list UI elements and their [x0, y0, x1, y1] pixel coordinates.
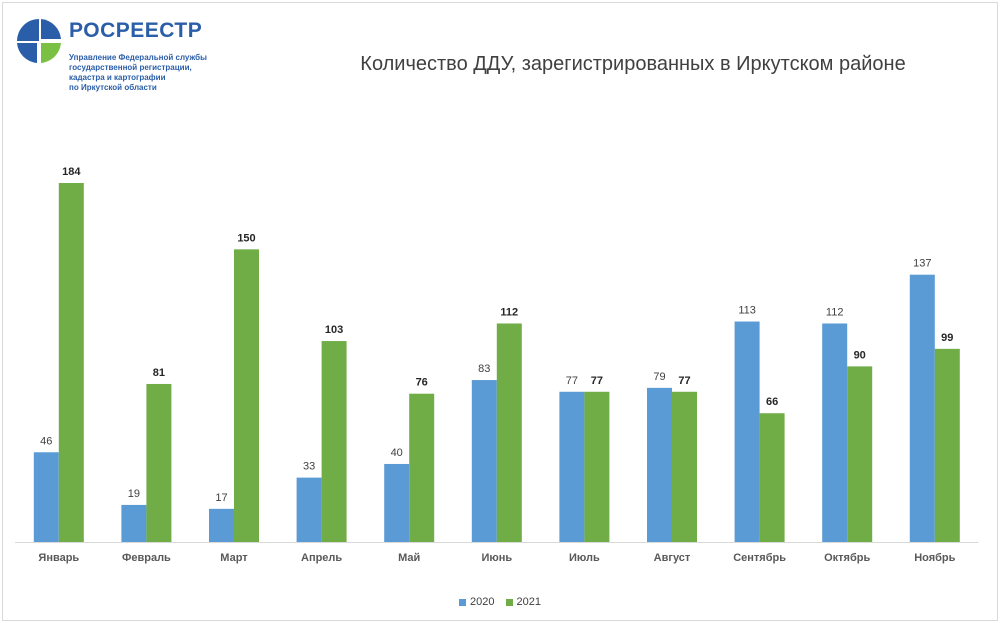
bar-2021	[847, 366, 873, 542]
data-label-2020: 79	[653, 371, 665, 383]
bar-2020	[471, 380, 497, 542]
chart-legend: 2020 2021	[0, 596, 1000, 608]
bar-2021	[584, 391, 610, 542]
org-subtitle-line: кадастра и картографии	[69, 73, 166, 82]
bar-2020	[296, 477, 322, 542]
org-subtitle-line: государственной регистрации,	[69, 63, 192, 72]
data-label-2020: 112	[826, 306, 844, 318]
org-subtitle: Управление Федеральной службы государств…	[69, 53, 219, 93]
bar-2020	[559, 391, 585, 542]
bar-2021	[496, 323, 522, 542]
data-label-2020: 113	[738, 305, 756, 317]
x-tick-label: Август	[654, 552, 691, 564]
data-label-2021: 90	[854, 349, 866, 361]
legend-swatch-2020	[458, 598, 466, 606]
bar-2020	[33, 452, 59, 542]
bar-2021	[234, 249, 259, 542]
org-subtitle-line: по Иркутской области	[69, 83, 157, 92]
bar-2021	[759, 413, 785, 542]
data-label-2020: 17	[215, 492, 227, 504]
bar-2020	[121, 504, 147, 542]
legend-label-2021: 2021	[516, 596, 542, 609]
x-tick-label: Январь	[38, 552, 79, 564]
bar-2020	[647, 387, 672, 542]
legend-item-2020: 2020	[458, 596, 495, 609]
data-label-2021: 112	[500, 306, 518, 318]
legend-item-2021: 2021	[505, 596, 542, 609]
x-tick-label: Июнь	[481, 552, 512, 564]
x-tick-label: Октябрь	[824, 552, 870, 564]
x-tick-label: Март	[220, 552, 248, 564]
chart-title: Количество ДДУ, зарегистрированных в Ирк…	[360, 53, 906, 75]
data-label-2021: 150	[237, 232, 255, 244]
x-tick-label: Февраль	[122, 552, 171, 564]
data-label-2020: 33	[303, 461, 315, 473]
bar-2021	[321, 341, 347, 542]
data-label-2021: 76	[416, 377, 428, 389]
x-tick-label: Июль	[569, 552, 600, 564]
data-label-2020: 46	[40, 435, 52, 447]
bar-2021	[146, 383, 172, 542]
x-tick-label: Май	[398, 552, 420, 564]
bar-2020	[384, 463, 410, 542]
bar-2021	[934, 348, 960, 542]
bar-2021	[409, 393, 435, 542]
data-label-2021: 66	[766, 396, 778, 408]
data-label-2020: 137	[913, 258, 931, 270]
rosreestr-logo-icon	[17, 19, 61, 63]
data-label-2021: 103	[325, 324, 343, 336]
data-label-2020: 77	[566, 375, 578, 387]
data-label-2020: 40	[391, 447, 403, 459]
data-label-2020: 19	[128, 488, 140, 500]
bar-2021	[672, 391, 697, 542]
bar-chart: 46 184 Январь 19 81 Февраль 17 150 Март 33 103 Апре…	[15, 166, 979, 564]
data-label-2021: 184	[62, 166, 81, 178]
data-label-2021: 77	[678, 375, 690, 387]
bar-2020	[734, 321, 760, 542]
data-label-2021: 81	[153, 367, 165, 379]
data-label-2020: 83	[478, 363, 490, 375]
legend-swatch-2021	[505, 598, 513, 606]
org-name: РОСРЕЕСТР	[69, 19, 203, 42]
x-tick-label: Ноябрь	[914, 552, 955, 564]
bar-2021	[58, 183, 84, 542]
bar-2020	[209, 508, 234, 542]
bar-2020	[909, 274, 935, 542]
data-label-2021: 77	[591, 375, 603, 387]
org-subtitle-line: Управление Федеральной службы	[69, 53, 207, 62]
legend-label-2020: 2020	[469, 596, 495, 609]
data-label-2021: 99	[941, 332, 953, 344]
x-tick-label: Сентябрь	[733, 552, 786, 564]
x-tick-label: Апрель	[301, 552, 342, 564]
bar-2020	[822, 323, 848, 542]
